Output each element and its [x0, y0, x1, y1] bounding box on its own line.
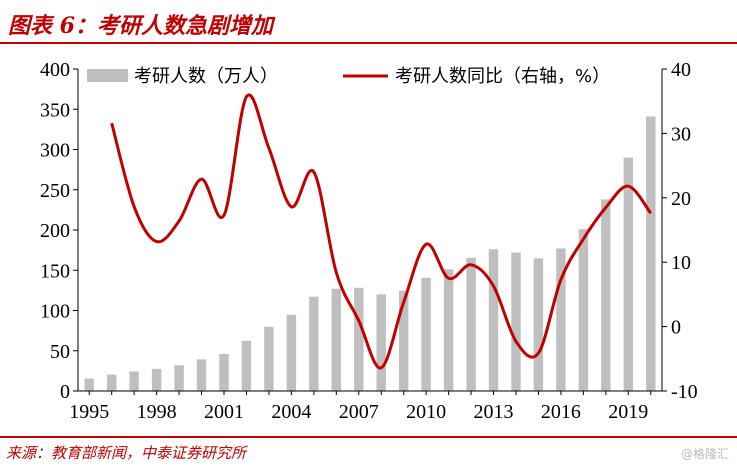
bar	[174, 365, 184, 391]
x-tick-label: 2010	[406, 401, 446, 423]
bar	[107, 374, 117, 391]
x-tick-label: 2013	[474, 401, 514, 423]
bar	[399, 290, 409, 391]
y-tick-label: 400	[40, 59, 70, 81]
bar	[511, 252, 521, 391]
y-tick-label: 0	[60, 381, 70, 403]
y2-tick-label: 40	[671, 59, 691, 81]
bar	[578, 229, 589, 391]
source-rule	[0, 436, 737, 438]
bar	[196, 359, 207, 391]
y2-tick-label: 20	[671, 188, 691, 210]
bar	[84, 378, 94, 391]
y-tick-label: 50	[50, 341, 70, 363]
x-tick-label: 1995	[69, 401, 109, 423]
bar	[129, 371, 139, 391]
title-rule	[0, 42, 737, 44]
watermark: @格隆汇	[680, 447, 729, 461]
bar	[309, 296, 319, 391]
x-tick-label: 2001	[204, 401, 244, 423]
bar	[533, 258, 544, 391]
axes: 0 50 100 150 200 250 300 350 400 -10 0 10 20 30 40 1995…	[40, 59, 698, 423]
bar	[286, 314, 297, 391]
y-tick-label: 200	[40, 220, 70, 242]
bars	[84, 116, 656, 391]
x-tick-label: 1998	[137, 401, 177, 423]
x-tick-label: 2007	[339, 401, 379, 423]
y2-tick-label: 30	[671, 123, 691, 145]
y-tick-label: 350	[40, 99, 70, 121]
chart: 0 50 100 150 200 250 300 350 400 -10 0 10 20 30 40 1995…	[40, 59, 698, 423]
title-bar: 图表 6：考研人数急剧增加	[0, 0, 737, 44]
bar	[219, 354, 229, 391]
bar	[443, 269, 454, 391]
chart-title: 图表 6：考研人数急剧增加	[8, 13, 273, 39]
source-note: 来源：教育部新闻，中泰证券研究所	[6, 444, 247, 462]
bar	[556, 248, 566, 391]
y-tick-label: 100	[40, 301, 70, 323]
bar	[241, 340, 252, 391]
x-tick-label: 2019	[608, 401, 648, 423]
bar	[354, 287, 364, 391]
legend-bar-swatch	[87, 69, 128, 82]
bar	[331, 288, 341, 391]
bar	[466, 257, 476, 391]
legend: 考研人数（万人） 考研人数同比（右轴，%）	[87, 66, 610, 87]
x-tick-label: 2016	[541, 401, 581, 423]
bar	[601, 199, 611, 391]
y-tick-label: 300	[40, 140, 70, 162]
bar	[264, 326, 274, 391]
y-tick-label: 150	[40, 260, 70, 282]
bar	[646, 116, 656, 391]
y2-tick-label: 10	[671, 252, 691, 274]
line-layer	[110, 93, 653, 370]
series-line	[110, 93, 653, 370]
y2-tick-label: 0	[671, 317, 681, 339]
y-tick-label: 250	[40, 180, 70, 202]
x-tick-label: 2004	[271, 401, 311, 423]
legend-bar-label: 考研人数（万人）	[134, 66, 278, 87]
legend-line-label: 考研人数同比（右轴，%）	[395, 66, 610, 87]
bar	[488, 249, 499, 391]
bar	[376, 294, 386, 391]
bar	[623, 157, 633, 391]
bar	[421, 277, 431, 391]
y2-tick-label: -10	[671, 381, 698, 403]
bar	[151, 368, 162, 391]
